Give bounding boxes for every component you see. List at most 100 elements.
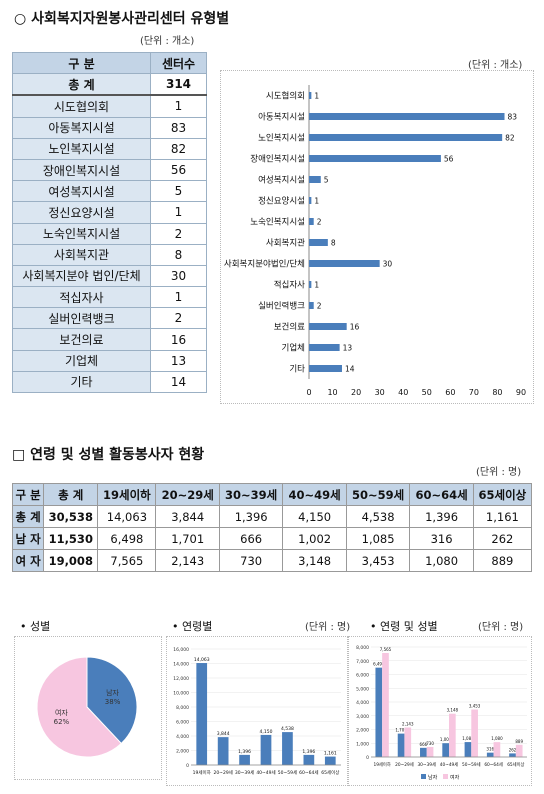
- y-tick-label: 10,000: [173, 691, 189, 697]
- table2-row-label: 총 계: [11, 505, 45, 528]
- table1-row-value: 1: [150, 201, 207, 224]
- bar-value-label: 3,844: [217, 731, 230, 737]
- table1-row: 시도협의회 1: [12, 94, 207, 118]
- bar-value-label: 6,498: [373, 662, 385, 667]
- bar: [309, 197, 312, 204]
- table1-row: 기타 14: [12, 370, 207, 394]
- table1-row: 장애인복지시설 56: [12, 158, 207, 182]
- table2-cell: 730: [218, 549, 284, 572]
- y-tick-label: 12,000: [173, 676, 189, 682]
- x-tick-label: 60~64세: [484, 761, 503, 768]
- table2-unit: (단위 : 명): [476, 467, 522, 478]
- table1-row-label: 노인복지시설: [12, 137, 151, 160]
- bar-value-label: 14,063: [194, 657, 210, 663]
- bar-value-label: 1: [314, 92, 319, 101]
- x-tick-label: 65세이상: [507, 761, 524, 768]
- x-tick-label: 50: [422, 388, 432, 397]
- x-tick-label: 40~49세: [440, 761, 459, 768]
- bar: [217, 737, 229, 765]
- table1-row: 사회복지분야 법인/단체 30: [12, 264, 207, 288]
- section1-title: ○ 사회복지자원봉사관리센터 유형별: [14, 11, 230, 27]
- table2-cell: 30,538: [43, 505, 99, 528]
- bar: [309, 239, 328, 246]
- bar: [442, 743, 449, 757]
- bar: [397, 733, 405, 757]
- table2-row: 여 자 19,008 7,565 2,143 730 3,148 3,453 1,080 889: [11, 549, 533, 572]
- table2-cell: 19,008: [43, 549, 99, 572]
- table1-row-label: 사회복지관: [12, 243, 151, 266]
- x-tick-label: 65세이상: [321, 769, 339, 776]
- bar-value-label: 13: [343, 344, 353, 353]
- table1-total-row: 총 계 314: [12, 73, 207, 97]
- y-tick-label: 7,000: [356, 659, 369, 665]
- table2-row-label: 남 자: [11, 527, 45, 550]
- table2-header: 50~59세: [345, 483, 411, 506]
- table1-row-value: 82: [150, 137, 207, 160]
- category-label: 정신요양시설: [258, 196, 305, 207]
- table1-row: 기업체 13: [12, 349, 207, 372]
- x-tick-label: 40~49세: [256, 769, 275, 776]
- table2-cell: 7,565: [97, 549, 157, 572]
- category-label: 기업체: [282, 343, 305, 354]
- table1-row-value: 16: [150, 328, 207, 351]
- table2-header: 60~64세: [409, 483, 474, 506]
- y-tick-label: 3,000: [356, 714, 369, 720]
- y-tick-label: 2,000: [176, 749, 189, 755]
- table2-cell: 262: [472, 527, 533, 550]
- table2-header: 총 계: [43, 483, 99, 506]
- y-tick-label: 8,000: [176, 705, 189, 711]
- pie-slice: [36, 656, 122, 758]
- table2-row-label: 여 자: [11, 549, 45, 572]
- table1-row-value: 83: [150, 116, 207, 139]
- category-label: 적십자사: [274, 280, 305, 291]
- table2-cell: 316: [409, 527, 474, 550]
- bar-value-label: 1: [314, 197, 319, 206]
- section2-title: □ 연령 및 성별 활동봉사자 현황: [12, 447, 205, 463]
- bar: [426, 746, 434, 757]
- bar-value-label: 4,150: [260, 729, 273, 735]
- x-tick-label: 30: [375, 388, 385, 397]
- pie-slice-label: 여자 62%: [54, 708, 70, 726]
- category-label: 아동복지시설: [258, 112, 305, 123]
- category-label: 여성복지시설: [258, 175, 305, 186]
- age-chart-title: • 연령별: [172, 620, 213, 633]
- table1-row: 적십자사 1: [12, 286, 207, 309]
- bar: [309, 155, 441, 162]
- table1-row: 정신요양시설 1: [12, 201, 207, 224]
- table2-header: 20~29세: [155, 483, 220, 506]
- x-tick-label: 90: [516, 388, 526, 397]
- table1-row: 아동복지시설 83: [12, 116, 207, 139]
- bar-value-label: 1,701: [395, 728, 407, 733]
- bar: [260, 734, 272, 765]
- bar: [375, 667, 383, 757]
- category-label: 장애인복지시설: [250, 154, 305, 165]
- gender-chart-title: • 성별: [20, 620, 51, 633]
- y-tick-label: 0: [186, 763, 189, 769]
- x-tick-label: 80: [492, 388, 502, 397]
- bar-value-label: 30: [383, 260, 393, 269]
- x-tick-label: 30~39세: [235, 769, 254, 776]
- bar: [303, 754, 315, 765]
- x-tick-label: 70: [469, 388, 479, 397]
- bar: [493, 742, 501, 757]
- bar: [464, 742, 472, 757]
- table2-row: 총 계 30,538 14,063 3,844 1,396 4,150 4,538 1,396…: [11, 505, 533, 528]
- table2-row: 남 자 11,530 6,498 1,701 666 1,002 1,085 316 262: [11, 527, 533, 550]
- bar-value-label: 2: [317, 302, 322, 311]
- bar: [309, 260, 380, 267]
- bar-value-label: 82: [505, 134, 515, 143]
- table1-row-value: 13: [150, 349, 207, 372]
- bar-value-label: 262: [509, 747, 517, 752]
- table1-row: 여성복지시설 5: [12, 180, 207, 203]
- bar-value-label: 4,538: [281, 726, 294, 732]
- gender-pie-chart: 남자 38% 여자 62%: [14, 636, 162, 780]
- bar: [239, 754, 250, 765]
- bar: [309, 92, 312, 99]
- bar: [309, 365, 342, 372]
- bar: [309, 134, 503, 141]
- table1-row: 노숙인복지시설 2: [12, 222, 207, 245]
- x-tick-label: 0: [306, 388, 311, 397]
- y-tick-label: 4,000: [356, 700, 369, 706]
- bar-value-label: 56: [444, 155, 454, 164]
